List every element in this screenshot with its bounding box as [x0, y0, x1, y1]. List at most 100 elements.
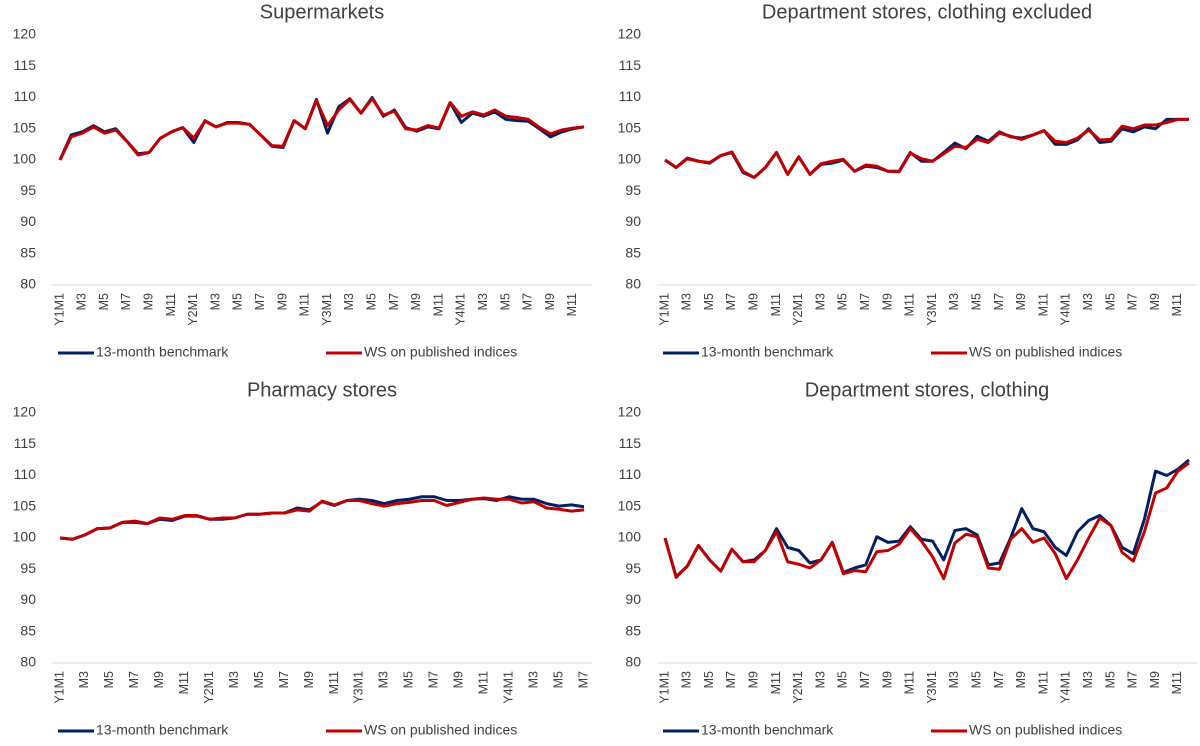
x-tick-label: Y2M1 — [791, 293, 805, 326]
x-tick-label: M7 — [858, 671, 872, 688]
x-tick-label: Y2M1 — [202, 671, 216, 704]
y-tick-label: 115 — [14, 57, 37, 73]
y-tick-label: 80 — [625, 654, 641, 670]
x-tick-label: M11 — [164, 293, 178, 316]
x-tick-label: M7 — [576, 671, 590, 688]
x-tick-label: M3 — [526, 671, 540, 688]
y-tick-label: 85 — [20, 244, 36, 260]
x-tick-label: M9 — [543, 293, 557, 310]
y-tick-label: 80 — [20, 276, 36, 292]
legend-label: WS on published indices — [969, 344, 1122, 360]
x-tick-label: M3 — [813, 293, 827, 310]
x-tick-label: M7 — [277, 671, 291, 688]
legend-label: 13-month benchmark — [96, 344, 229, 360]
y-tick-label: 115 — [619, 435, 642, 451]
y-tick-label: 120 — [13, 26, 37, 42]
x-tick-label: M9 — [880, 671, 894, 688]
x-tick-label: M7 — [119, 293, 133, 310]
x-tick-label: M11 — [769, 671, 783, 694]
x-tick-label: Y4M1 — [501, 671, 515, 704]
x-tick-label: M7 — [521, 293, 535, 310]
x-tick-label: M3 — [476, 293, 490, 310]
x-tick-label: Y1M1 — [52, 671, 66, 704]
x-tick-label: M3 — [1081, 671, 1095, 688]
y-tick-label: 105 — [618, 119, 642, 135]
series-line — [663, 458, 1190, 579]
x-tick-label: M9 — [1014, 293, 1028, 310]
x-tick-label: M3 — [208, 293, 222, 310]
x-tick-label: M9 — [746, 293, 760, 310]
y-tick-label: 120 — [618, 26, 642, 42]
x-tick-label: M11 — [476, 671, 490, 694]
x-tick-label: Y3M1 — [925, 671, 939, 704]
legend-label: 13-month benchmark — [701, 722, 834, 738]
x-tick-label: M5 — [97, 293, 111, 310]
x-tick-label: M7 — [858, 293, 872, 310]
x-tick-label: M5 — [702, 671, 716, 688]
x-tick-label: M5 — [1103, 293, 1117, 310]
chart-title: Pharmacy stores — [247, 379, 397, 401]
x-tick-label: Y1M1 — [657, 293, 671, 326]
y-tick-label: 100 — [13, 151, 37, 167]
x-tick-label: Y2M1 — [186, 293, 200, 326]
x-tick-label: M3 — [947, 293, 961, 310]
x-tick-label: M9 — [1014, 671, 1028, 688]
x-tick-label: Y1M1 — [52, 293, 66, 326]
y-tick-label: 120 — [13, 404, 37, 420]
y-tick-label: 90 — [20, 213, 36, 229]
x-tick-label: M11 — [565, 293, 579, 316]
x-tick-label: Y4M1 — [1059, 671, 1073, 704]
y-tick-label: 90 — [20, 591, 36, 607]
x-tick-label: M5 — [102, 671, 116, 688]
y-tick-label: 105 — [618, 497, 642, 513]
x-tick-label: M5 — [702, 293, 716, 310]
legend-label: 13-month benchmark — [701, 344, 834, 360]
x-tick-label: M7 — [724, 671, 738, 688]
series-line — [664, 117, 1189, 179]
y-tick-label: 90 — [625, 213, 641, 229]
x-tick-label: Y2M1 — [791, 671, 805, 704]
x-tick-label: Y3M1 — [320, 293, 334, 326]
x-tick-label: Y4M1 — [454, 293, 468, 326]
y-tick-label: 95 — [625, 560, 641, 576]
x-tick-label: M9 — [141, 293, 155, 310]
y-tick-label: 110 — [619, 88, 642, 104]
x-tick-label: M9 — [409, 293, 423, 310]
x-tick-label: M3 — [680, 671, 694, 688]
x-tick-label: M11 — [298, 293, 312, 316]
y-tick-label: 115 — [619, 57, 642, 73]
y-tick-label: 105 — [13, 119, 37, 135]
y-tick-label: 85 — [625, 244, 641, 260]
x-tick-label: M5 — [364, 293, 378, 310]
y-tick-label: 95 — [20, 560, 36, 576]
series-line — [59, 496, 585, 541]
chart-title: Supermarkets — [260, 1, 385, 23]
y-tick-label: 100 — [13, 529, 37, 545]
x-tick-label: M11 — [177, 671, 191, 694]
series-line — [58, 96, 585, 161]
x-tick-label: M7 — [127, 671, 141, 688]
legend-label: 13-month benchmark — [96, 722, 229, 738]
x-tick-label: M3 — [947, 671, 961, 688]
x-tick-label: M9 — [302, 671, 316, 688]
y-tick-label: 85 — [625, 622, 641, 638]
x-tick-label: M3 — [377, 671, 391, 688]
series-line — [58, 97, 585, 161]
chart-title: Department stores, clothing excluded — [762, 1, 1092, 23]
x-tick-label: M7 — [992, 293, 1006, 310]
x-tick-label: M3 — [227, 671, 241, 688]
x-tick-label: M7 — [724, 293, 738, 310]
x-tick-label: M11 — [903, 671, 917, 694]
y-tick-label: 110 — [619, 466, 642, 482]
x-tick-label: M9 — [1148, 671, 1162, 688]
x-tick-label: M7 — [253, 293, 267, 310]
x-tick-label: M11 — [769, 293, 783, 316]
legend-label: WS on published indices — [364, 344, 517, 360]
y-tick-label: 110 — [14, 88, 37, 104]
series-line — [664, 117, 1189, 179]
x-tick-label: M11 — [431, 293, 445, 316]
x-tick-label: M11 — [1170, 671, 1184, 694]
y-tick-label: 80 — [625, 276, 641, 292]
